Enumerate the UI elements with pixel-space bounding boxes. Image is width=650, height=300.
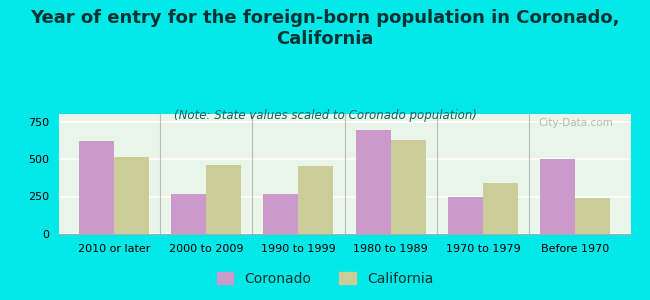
- Text: Year of entry for the foreign-born population in Coronado,
California: Year of entry for the foreign-born popul…: [31, 9, 619, 48]
- Bar: [356, 130, 391, 234]
- Bar: [391, 140, 426, 234]
- Bar: [540, 159, 575, 234]
- Bar: [114, 157, 149, 234]
- Bar: [448, 197, 483, 234]
- Bar: [575, 198, 610, 234]
- Bar: [79, 141, 114, 234]
- Bar: [483, 183, 518, 234]
- Legend: Coronado, California: Coronado, California: [213, 268, 437, 290]
- Text: City-Data.com: City-Data.com: [539, 118, 614, 128]
- Text: (Note: State values scaled to Coronado population): (Note: State values scaled to Coronado p…: [174, 110, 476, 122]
- Bar: [206, 165, 241, 234]
- Bar: [171, 194, 206, 234]
- Bar: [263, 194, 298, 234]
- Bar: [298, 166, 333, 234]
